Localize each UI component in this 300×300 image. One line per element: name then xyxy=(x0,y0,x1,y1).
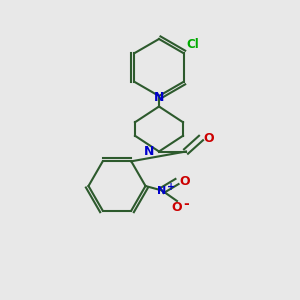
Text: Cl: Cl xyxy=(186,38,199,51)
Text: +: + xyxy=(167,182,175,192)
Text: O: O xyxy=(172,201,182,214)
Text: N: N xyxy=(154,91,164,104)
Text: N: N xyxy=(158,185,166,196)
Text: N: N xyxy=(144,145,154,158)
Text: -: - xyxy=(184,197,189,211)
Text: O: O xyxy=(179,175,190,188)
Text: O: O xyxy=(203,131,214,145)
